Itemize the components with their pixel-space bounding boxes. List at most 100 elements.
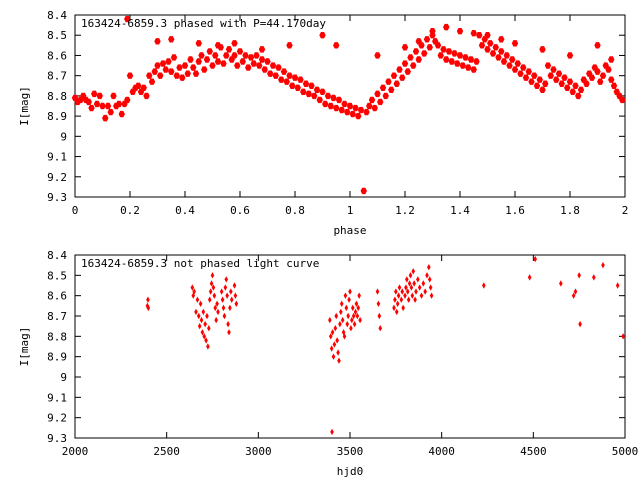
data-point xyxy=(610,82,618,89)
data-point xyxy=(275,64,282,71)
data-point xyxy=(357,106,365,114)
y-tick-label: 9.1 xyxy=(47,151,67,164)
data-point xyxy=(459,62,466,69)
data-point xyxy=(159,60,167,67)
data-point xyxy=(204,337,208,344)
data-point xyxy=(258,56,266,63)
data-point xyxy=(173,72,180,79)
data-point xyxy=(375,288,380,295)
data-point xyxy=(88,104,95,112)
data-point xyxy=(456,27,464,35)
data-point xyxy=(221,304,226,312)
data-point xyxy=(427,276,432,283)
data-point xyxy=(569,88,576,96)
data-point xyxy=(434,42,442,49)
data-point xyxy=(212,292,217,299)
data-point xyxy=(392,304,396,312)
data-point xyxy=(415,38,422,45)
data-point xyxy=(229,296,234,303)
data-point xyxy=(258,46,266,53)
data-point xyxy=(231,52,238,59)
data-point xyxy=(195,40,202,47)
data-point xyxy=(231,40,238,47)
data-point xyxy=(605,66,612,73)
data-point xyxy=(196,312,201,320)
x-tick-label: 5000 xyxy=(612,445,639,458)
data-point xyxy=(216,308,220,316)
data-point xyxy=(344,304,349,312)
data-point xyxy=(467,56,475,63)
data-point xyxy=(302,80,310,87)
data-point xyxy=(397,284,402,291)
x-tick-label: 3500 xyxy=(337,445,364,458)
y-ticks-phased: 8.4 8.5 8.6 8.7 8.8 8.9 9 9.1 9.2 9.3 xyxy=(47,9,625,204)
data-point xyxy=(280,68,288,75)
y-tick-label: 8.6 xyxy=(47,49,67,62)
data-point xyxy=(236,48,244,55)
x-tick-label: 1.2 xyxy=(395,204,415,217)
data-point xyxy=(124,96,131,104)
data-point xyxy=(495,54,502,61)
data-point xyxy=(498,48,505,55)
data-point xyxy=(349,110,356,118)
data-point xyxy=(203,56,211,63)
data-point xyxy=(126,72,134,79)
data-point xyxy=(207,325,211,332)
y-tick-label: 9.1 xyxy=(47,391,67,404)
data-point xyxy=(525,68,532,75)
data-point xyxy=(143,92,150,100)
data-point xyxy=(553,76,560,83)
data-point xyxy=(531,72,538,79)
data-point xyxy=(242,52,249,59)
x-tick-label: 0.8 xyxy=(285,204,305,217)
y-axis-label-unphased: I[mag] xyxy=(18,327,31,367)
data-point xyxy=(419,292,424,299)
data-point xyxy=(146,296,150,303)
data-point xyxy=(410,292,415,299)
y-tick-label: 8.9 xyxy=(47,351,67,364)
data-point xyxy=(278,76,285,83)
data-point xyxy=(333,104,340,112)
data-point xyxy=(621,333,625,340)
data-point xyxy=(559,280,563,287)
data-point xyxy=(400,288,405,295)
data-point xyxy=(456,52,464,59)
data-point xyxy=(412,48,420,55)
data-point xyxy=(487,40,494,47)
data-point xyxy=(338,320,342,328)
data-point xyxy=(247,54,255,61)
data-point xyxy=(533,255,537,263)
data-point xyxy=(558,80,565,87)
data-point xyxy=(264,58,271,65)
data-point xyxy=(336,349,340,356)
data-point xyxy=(443,56,450,63)
data-point xyxy=(405,276,409,283)
data-point xyxy=(476,32,483,39)
data-point xyxy=(550,66,557,73)
data-point xyxy=(445,48,453,55)
data-point xyxy=(415,56,422,63)
data-point xyxy=(382,92,389,100)
x-tick-label: 2000 xyxy=(62,445,89,458)
data-point xyxy=(214,58,222,65)
data-point xyxy=(203,320,207,328)
data-point xyxy=(355,112,362,120)
data-point xyxy=(339,300,344,307)
data-point xyxy=(201,66,208,73)
data-point xyxy=(573,288,578,295)
data-point xyxy=(340,316,345,324)
data-point xyxy=(401,60,409,67)
data-point xyxy=(371,104,378,112)
data-point xyxy=(511,40,519,47)
x-tick-label: 0.6 xyxy=(230,204,250,217)
data-point xyxy=(352,104,359,112)
data-point xyxy=(198,52,205,59)
data-point xyxy=(511,66,519,73)
data-point xyxy=(195,58,202,65)
data-point xyxy=(354,300,359,307)
data-point xyxy=(319,32,326,39)
data-point xyxy=(330,94,337,102)
data-point xyxy=(489,50,497,57)
data-point xyxy=(376,300,381,307)
data-point xyxy=(215,300,219,307)
